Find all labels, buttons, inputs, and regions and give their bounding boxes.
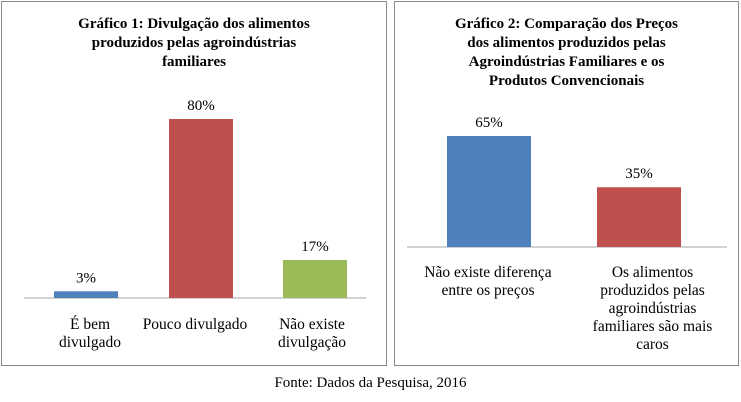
chart-2-category-label: Os alimentos produzidos pelas agroindúst… [592, 264, 713, 353]
chart-2-title: Gráfico 2: Comparação dos Preços dos ali… [454, 16, 678, 89]
chart-1-data-label: 3% [76, 270, 96, 286]
chart-1-data-label: 80% [187, 98, 215, 114]
chart-1-category-label: Não existe divulgação [277, 316, 346, 351]
chart-2-data-label: 35% [625, 166, 653, 182]
chart-2-bar [447, 136, 531, 247]
chart-1-panel: Gráfico 1: Divulgação dos alimentos prod… [1, 1, 387, 366]
chart-1-bar [283, 259, 347, 298]
chart-1-bar [169, 119, 233, 298]
chart-2-plot: 65% 35% [407, 115, 727, 248]
chart-1-bar [54, 291, 118, 298]
chart-2-panel: Gráfico 2: Comparação dos Preços dos ali… [394, 1, 739, 366]
chart-1-plot: 3% 80% 17% [24, 98, 366, 299]
source-note: Fonte: Dados da Pesquisa, 2016 [274, 375, 467, 391]
chart-1-category-label: Pouco divulgado [142, 316, 248, 333]
chart-1-title: Gráfico 1: Divulgação dos alimentos prod… [78, 16, 310, 70]
chart-1-category-label: É bem divulgado [59, 316, 121, 351]
chart-2-bar [597, 187, 681, 247]
chart-1-data-label: 17% [301, 239, 329, 255]
chart-2-data-label: 65% [475, 115, 503, 131]
chart-2-category-label: Não existe diferença entre os preços [424, 264, 552, 299]
